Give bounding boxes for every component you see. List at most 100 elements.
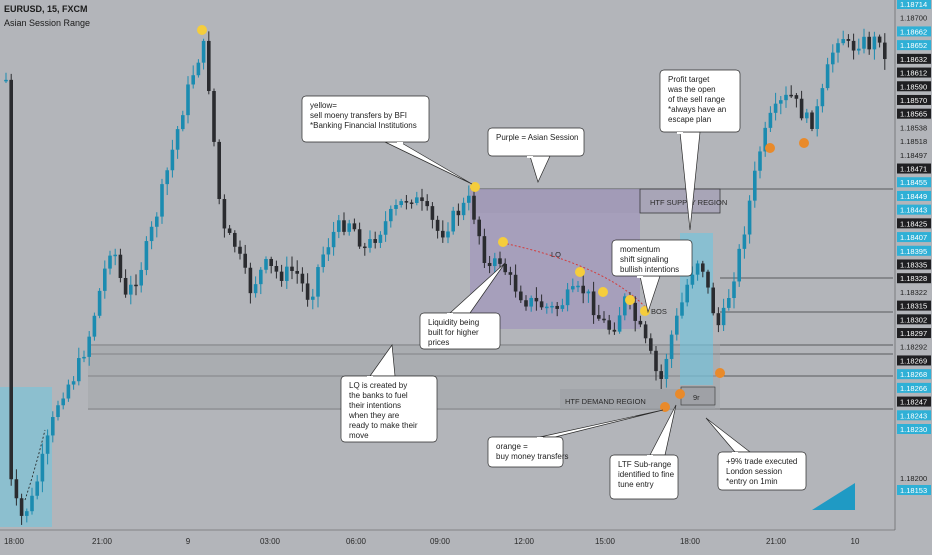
candle-body	[259, 269, 263, 285]
candle-body	[498, 258, 502, 264]
lqcreated-note-cover	[367, 376, 373, 378]
candle-body	[555, 305, 559, 309]
candle-body	[805, 112, 809, 119]
price-label: 1.18425	[900, 219, 927, 228]
orange-note-box	[487, 436, 564, 468]
candle-body	[170, 149, 175, 171]
candle-body	[524, 300, 528, 307]
candle-body	[503, 263, 507, 273]
candle-body	[420, 197, 424, 202]
candle-body	[352, 223, 357, 230]
candle-body	[279, 271, 284, 281]
candle-body	[753, 170, 757, 201]
lq-label: LQ	[551, 250, 561, 259]
time-label: 18:00	[4, 537, 25, 546]
candle-body	[456, 210, 461, 216]
purple-note-box	[487, 127, 585, 157]
trade-note-line: *entry on 1min	[726, 477, 778, 486]
orange-note-line: buy money transfers	[496, 452, 568, 461]
price-tag	[897, 382, 931, 393]
candle-body	[461, 202, 466, 216]
price-tag	[897, 328, 931, 339]
yellow-note-box	[301, 95, 430, 143]
candle-body	[831, 52, 835, 65]
profit-note-line: Profit target	[668, 75, 710, 84]
candle-body	[581, 285, 585, 294]
yellow-marker	[625, 295, 635, 305]
price-tag	[897, 485, 931, 495]
candle-body	[342, 220, 346, 232]
candle-body	[233, 232, 237, 247]
lqcreated-note-line: ready to make their	[349, 421, 418, 430]
price-tag	[897, 108, 931, 119]
candle-body	[363, 246, 367, 249]
candle-body	[685, 284, 689, 303]
price-label: 1.18471	[900, 165, 927, 174]
candle-body	[71, 381, 76, 385]
candle-body	[690, 274, 695, 285]
candle-body	[373, 239, 377, 243]
candle-body	[529, 297, 533, 307]
price-tag	[897, 53, 931, 64]
candle-body	[181, 115, 185, 130]
candle-body	[695, 263, 700, 275]
prior-dashed-line	[24, 429, 46, 501]
price-tag	[897, 314, 931, 325]
candle-body	[248, 267, 253, 294]
candle-body	[415, 197, 419, 204]
corner-triangle	[812, 483, 855, 510]
candle-body	[779, 100, 783, 104]
candle-body	[19, 498, 24, 516]
liquidity-note-box	[419, 312, 501, 350]
candle-body	[727, 298, 731, 308]
liquidity-note-line: prices	[428, 338, 449, 347]
ltf-note-line: tune entry	[618, 480, 654, 489]
candle-body	[175, 129, 180, 150]
candle-body	[857, 48, 861, 51]
trade-note-box	[717, 451, 807, 491]
indicator-label[interactable]: Asian Session Range	[4, 18, 91, 28]
candle-body	[560, 305, 565, 309]
htf-supply-outline	[639, 188, 721, 214]
candle-body	[841, 39, 845, 44]
candle-body	[545, 306, 549, 309]
time-label: 06:00	[346, 537, 367, 546]
price-label: 1.18700	[900, 14, 927, 23]
time-label: 18:00	[680, 537, 701, 546]
candle-body	[238, 246, 242, 254]
time-label: 21:00	[92, 537, 113, 546]
candle-body	[747, 200, 752, 235]
bos-label: BOS	[651, 307, 667, 316]
price-tag	[897, 218, 931, 229]
candle-body	[186, 84, 190, 116]
htf-demand-label: HTF DEMAND REGION	[565, 397, 646, 406]
candle-body	[872, 36, 877, 50]
time-label: 10	[851, 537, 860, 546]
price-label: 1.18497	[900, 151, 927, 160]
time-axis-bg	[0, 530, 932, 550]
candle-body	[201, 40, 206, 63]
momentum-note-line: bullish intentions	[620, 265, 679, 274]
candle-body	[836, 43, 840, 53]
profit-note-line: was the open	[667, 85, 716, 94]
candle-body	[243, 253, 247, 268]
htf-supply-box	[470, 189, 720, 213]
candle-body	[160, 184, 164, 217]
price-tag	[897, 40, 931, 51]
time-label: 03:00	[260, 537, 281, 546]
candle-body	[571, 286, 575, 290]
ltf-note-cover	[647, 455, 653, 457]
price-label: 1.18322	[900, 288, 927, 297]
candle-body	[394, 205, 398, 209]
candle-body	[139, 269, 143, 286]
candle-body	[586, 291, 591, 294]
momentum-note-cover	[637, 276, 643, 278]
candle-body	[441, 230, 445, 238]
candle-body	[56, 405, 60, 418]
price-label: 1.18538	[900, 123, 927, 132]
price-label: 1.18200	[900, 474, 927, 483]
candle-body	[9, 79, 13, 480]
candle-body	[134, 284, 138, 287]
